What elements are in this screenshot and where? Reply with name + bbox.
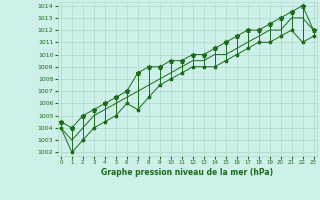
X-axis label: Graphe pression niveau de la mer (hPa): Graphe pression niveau de la mer (hPa) xyxy=(101,168,273,177)
